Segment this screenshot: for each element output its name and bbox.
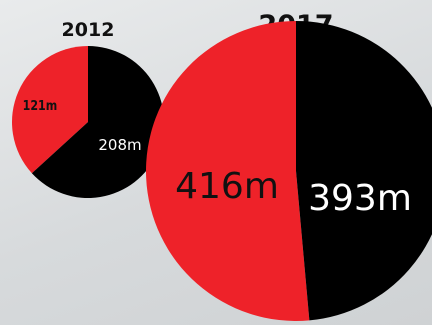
pie-2012-label-black: 208m [98,136,141,154]
pie-2017: 2017 416m 393m [145,10,432,321]
pie-2012-slice-black [31,46,165,199]
pie-2012-label-red: 121m [23,98,58,113]
pie-2012-slice-red [12,46,89,174]
pie-2017-label-black: 393m [308,178,412,219]
pie-2017-slice-black [296,21,432,321]
pie-2017-slice-red [145,21,310,321]
pie-2017-label-red: 416m [175,166,279,207]
pie-2012: 2012 121m 208m [12,19,165,199]
pie-2012-title: 2012 [62,19,115,41]
